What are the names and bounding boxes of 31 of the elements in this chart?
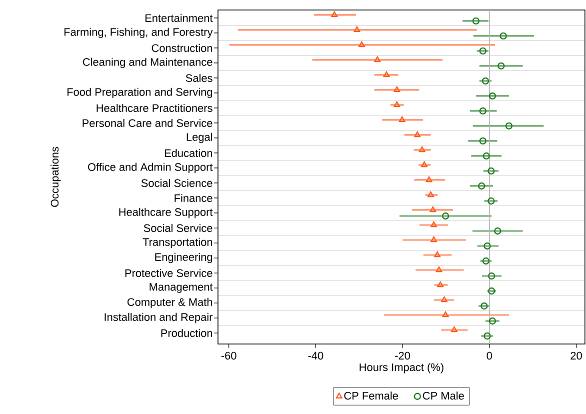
y-tick-label: Healthcare Support xyxy=(119,208,213,218)
y-axis-title: Occupations xyxy=(50,146,61,207)
y-tick-label: Legal xyxy=(186,132,212,144)
y-tick-label: Construction xyxy=(152,44,212,52)
y-tick-label: Computer & Math xyxy=(127,298,212,308)
y-tick-label: Transportation xyxy=(142,238,212,248)
y-tick-label: Cleaning and Maintenance xyxy=(82,58,212,68)
x-axis-title: Hours Impact (%) xyxy=(360,363,444,374)
y-tick-label: Production xyxy=(161,329,212,338)
y-tick-label: Office and Admin Support xyxy=(88,162,213,174)
y-tick-label: Personal Care and Service xyxy=(82,118,212,128)
y-tick-label: Social Service xyxy=(144,224,212,232)
y-tick-label: Management xyxy=(150,283,213,293)
y-tick-label: Healthcare Practitioners xyxy=(96,104,212,112)
y-tick-label: Social Science xyxy=(141,178,212,188)
x-tick-label: -40 xyxy=(308,352,324,360)
y-tick-label: Installation and Repair xyxy=(104,312,213,324)
y-tick-label: Entertainment xyxy=(145,14,213,22)
y-tick-label: Protective Service xyxy=(125,268,212,278)
x-tick-label: -20 xyxy=(395,352,410,360)
y-tick-label: Farming, Fishing, and Forestry xyxy=(64,28,213,38)
x-tick-label: 20 xyxy=(570,352,582,360)
y-tick-label: Sales xyxy=(186,74,212,82)
y-tick-label: Finance xyxy=(174,194,212,202)
legend-label: CP Female xyxy=(344,392,398,400)
x-tick-label: 0 xyxy=(486,352,492,360)
y-tick-label: Engineering xyxy=(155,252,212,264)
y-tick-label: Education xyxy=(164,148,212,158)
legend-label: CP Male xyxy=(422,392,464,400)
x-tick-label: -60 xyxy=(221,352,236,360)
y-tick-label: Food Preparation and Serving xyxy=(67,88,212,98)
